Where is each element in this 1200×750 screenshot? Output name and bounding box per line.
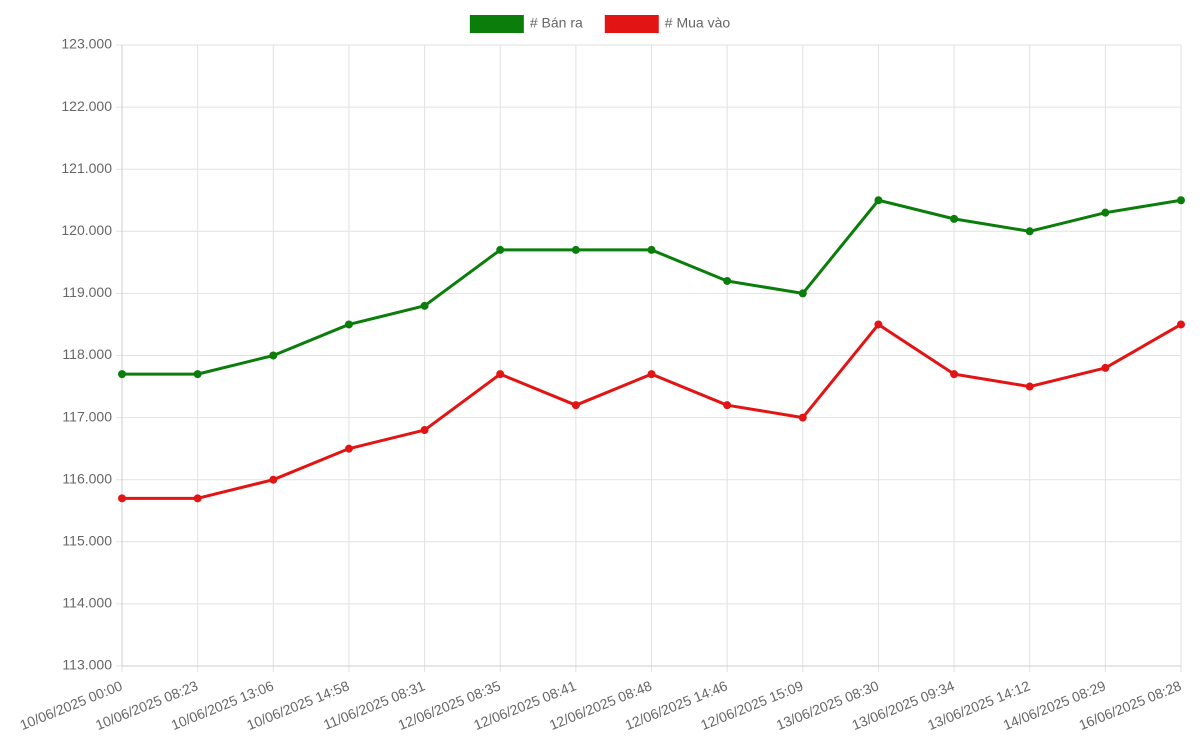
legend-swatch: [469, 15, 524, 33]
data-point: [1177, 320, 1185, 329]
data-point: [420, 301, 429, 310]
y-tick-label: 122.000: [61, 98, 112, 114]
legend-label: # Mua vào: [665, 15, 731, 31]
data-point: [1025, 227, 1034, 236]
y-tick-label: 114.000: [62, 595, 112, 611]
data-point: [950, 214, 959, 223]
data-point: [193, 370, 202, 379]
data-point: [723, 276, 732, 285]
data-point: [420, 426, 429, 435]
legend-label: # Bán ra: [530, 15, 583, 31]
data-point: [269, 351, 278, 360]
y-tick-label: 121.000: [61, 160, 112, 176]
data-point: [647, 370, 656, 379]
data-point: [874, 196, 883, 205]
data-point: [1101, 363, 1110, 372]
y-tick-label: 123.000: [61, 36, 112, 52]
y-tick-label: 119.000: [62, 284, 112, 300]
y-tick-label: 115.000: [62, 533, 112, 549]
data-point: [798, 413, 807, 422]
data-point: [1101, 208, 1110, 217]
data-point: [950, 370, 959, 379]
data-point: [647, 245, 656, 254]
data-point: [193, 494, 202, 503]
legend-swatch: [604, 15, 659, 33]
data-point: [571, 245, 580, 254]
data-point: [118, 494, 126, 503]
data-point: [1177, 196, 1185, 205]
data-point: [496, 370, 505, 379]
data-point: [344, 444, 353, 453]
data-point: [798, 289, 807, 298]
data-point: [496, 245, 505, 254]
y-tick-label: 113.000: [62, 657, 112, 673]
data-point: [269, 475, 278, 484]
y-tick-label: 120.000: [61, 222, 112, 238]
legend: # Bán ra # Mua vào: [469, 15, 731, 33]
y-tick-label: 117.000: [62, 408, 112, 424]
data-point: [874, 320, 883, 329]
data-point: [723, 401, 732, 410]
data-point: [1025, 382, 1034, 391]
data-point: [344, 320, 353, 329]
y-tick-label: 118.000: [62, 346, 112, 362]
y-tick-label: 116.000: [62, 470, 112, 486]
data-point: [571, 401, 580, 410]
data-point: [118, 370, 126, 379]
